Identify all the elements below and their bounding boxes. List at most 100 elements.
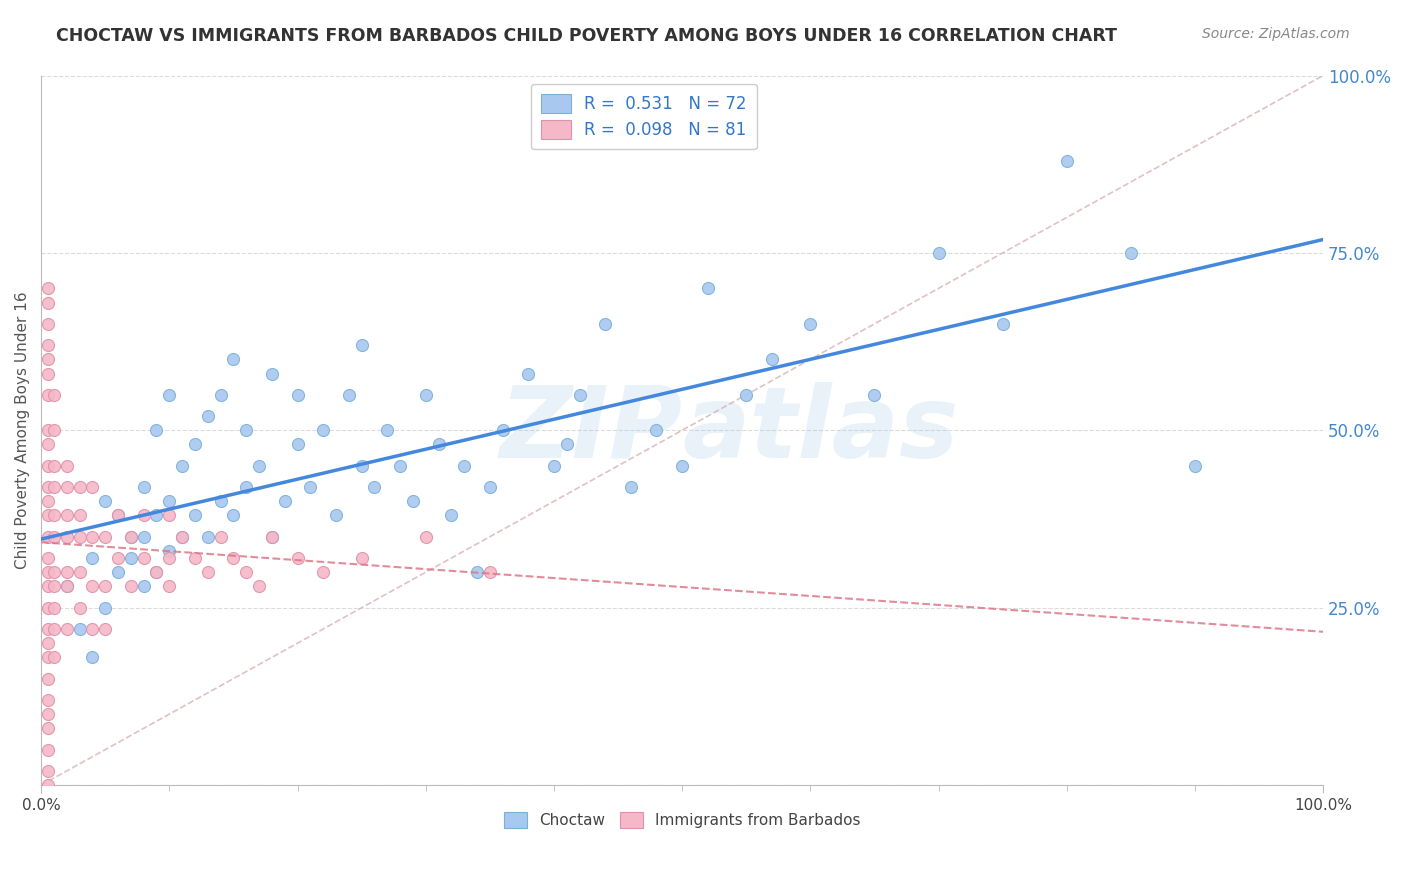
Point [350, 458, 373, 473]
Point [761, 352, 783, 367]
Point [37, 778, 59, 792]
Point [55, 508, 77, 523]
Point [37, 367, 59, 381]
Point [247, 579, 270, 593]
Point [55, 530, 77, 544]
Point [543, 458, 565, 473]
Point [132, 530, 155, 544]
Point [312, 566, 335, 580]
Point [991, 317, 1014, 331]
Point [37, 508, 59, 523]
Point [107, 551, 129, 566]
Point [37, 338, 59, 352]
Point [132, 579, 155, 593]
Point [145, 423, 167, 437]
Point [37, 388, 59, 402]
Point [287, 388, 309, 402]
Point [1056, 153, 1078, 168]
Point [69, 622, 91, 636]
Point [37, 423, 59, 437]
Point [132, 480, 155, 494]
Point [69, 530, 91, 544]
Point [42, 530, 65, 544]
Point [696, 281, 718, 295]
Point [209, 530, 232, 544]
Point [107, 566, 129, 580]
Point [42, 650, 65, 665]
Point [37, 317, 59, 331]
Point [260, 367, 283, 381]
Point [157, 388, 180, 402]
Point [37, 530, 59, 544]
Point [120, 530, 142, 544]
Point [37, 437, 59, 451]
Point [863, 388, 886, 402]
Point [172, 458, 194, 473]
Point [671, 458, 693, 473]
Point [132, 551, 155, 566]
Point [55, 480, 77, 494]
Point [145, 566, 167, 580]
Point [478, 566, 501, 580]
Point [42, 622, 65, 636]
Point [363, 480, 385, 494]
Point [82, 530, 104, 544]
Point [209, 494, 232, 508]
Point [37, 579, 59, 593]
Point [42, 458, 65, 473]
Legend: Choctaw, Immigrants from Barbados: Choctaw, Immigrants from Barbados [498, 806, 866, 834]
Point [172, 530, 194, 544]
Point [1184, 458, 1206, 473]
Point [299, 480, 322, 494]
Point [350, 338, 373, 352]
Point [37, 352, 59, 367]
Point [453, 458, 475, 473]
Point [247, 458, 270, 473]
Point [82, 480, 104, 494]
Point [325, 508, 347, 523]
Point [94, 579, 117, 593]
Point [120, 530, 142, 544]
Point [235, 480, 257, 494]
Point [69, 480, 91, 494]
Point [350, 551, 373, 566]
Point [37, 480, 59, 494]
Point [157, 494, 180, 508]
Point [82, 551, 104, 566]
Point [69, 600, 91, 615]
Point [120, 551, 142, 566]
Point [157, 544, 180, 558]
Point [145, 566, 167, 580]
Point [593, 317, 616, 331]
Point [478, 480, 501, 494]
Point [37, 622, 59, 636]
Point [37, 494, 59, 508]
Point [235, 566, 257, 580]
Point [37, 693, 59, 707]
Point [42, 508, 65, 523]
Point [402, 494, 425, 508]
Point [735, 388, 758, 402]
Point [37, 722, 59, 736]
Point [184, 508, 207, 523]
Point [37, 295, 59, 310]
Point [235, 423, 257, 437]
Point [82, 579, 104, 593]
Y-axis label: Child Poverty Among Boys Under 16: Child Poverty Among Boys Under 16 [15, 292, 30, 569]
Point [82, 622, 104, 636]
Point [55, 458, 77, 473]
Point [568, 388, 591, 402]
Point [427, 437, 450, 451]
Point [37, 650, 59, 665]
Point [440, 508, 463, 523]
Point [42, 579, 65, 593]
Point [260, 530, 283, 544]
Text: CHOCTAW VS IMMIGRANTS FROM BARBADOS CHILD POVERTY AMONG BOYS UNDER 16 CORRELATIO: CHOCTAW VS IMMIGRANTS FROM BARBADOS CHIL… [56, 27, 1118, 45]
Point [42, 388, 65, 402]
Point [107, 508, 129, 523]
Point [415, 530, 437, 544]
Point [37, 636, 59, 650]
Point [375, 423, 398, 437]
Point [82, 650, 104, 665]
Point [312, 423, 335, 437]
